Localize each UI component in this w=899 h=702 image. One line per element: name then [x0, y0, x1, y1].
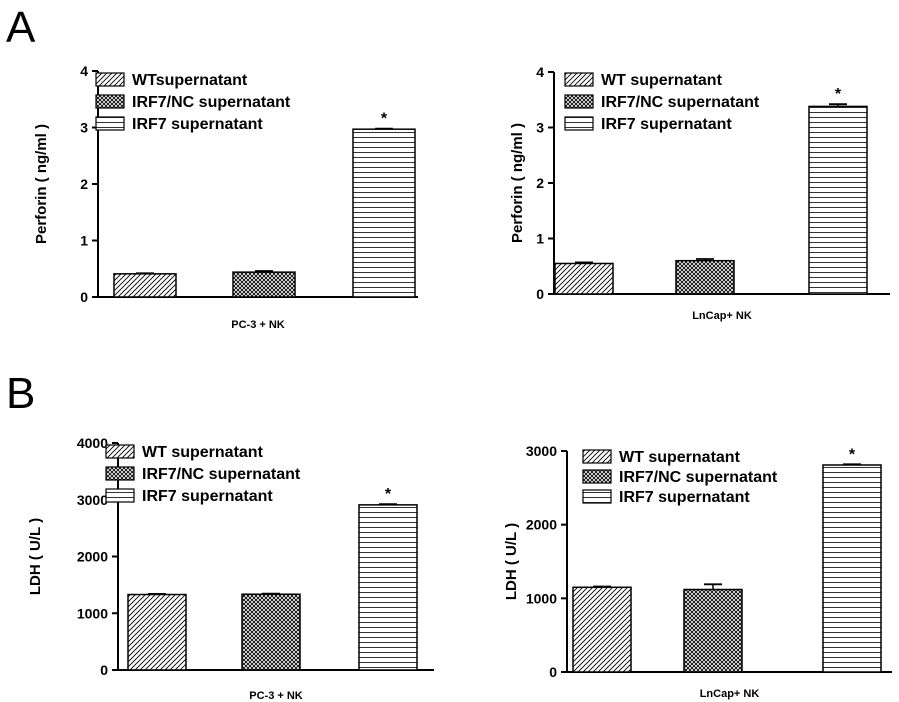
- significance-marker: *: [385, 486, 392, 503]
- legend-swatch: [582, 489, 612, 504]
- y-tick-label: 3000: [77, 492, 108, 508]
- legend-label: WT supernatant: [142, 444, 264, 461]
- bar-horizontal: [808, 105, 868, 295]
- y-tick-label: 0: [100, 662, 108, 678]
- y-axis-label: Perforin ( ng/ml ): [33, 124, 50, 244]
- bar-crosshatch: [683, 588, 743, 673]
- y-tick-label: 4: [536, 64, 544, 80]
- y-tick-label: 0: [536, 286, 544, 302]
- y-tick-label: 1000: [77, 605, 108, 621]
- y-tick-label: 2: [536, 175, 544, 191]
- legend-swatch: [95, 94, 125, 109]
- bar-diagonal: [113, 273, 177, 298]
- legend-swatch: [95, 116, 125, 131]
- legend-label: IRF7 supernatant: [619, 489, 750, 506]
- legend-swatch: [564, 116, 594, 131]
- significance-marker: *: [835, 86, 842, 103]
- bar-horizontal: [358, 504, 418, 671]
- legend-label: IRF7/NC supernatant: [601, 94, 760, 111]
- y-axis-label: LDH ( U/L ): [503, 523, 520, 600]
- legend-swatch: [564, 72, 594, 87]
- bar-diagonal: [572, 586, 632, 673]
- y-tick-label: 0: [549, 664, 557, 680]
- bar-crosshatch: [232, 271, 296, 298]
- legend-label: WT supernatant: [601, 72, 723, 89]
- y-tick-label: 1: [536, 231, 544, 247]
- y-tick-label: 4000: [77, 435, 108, 451]
- legend-label: IRF7/NC supernatant: [142, 466, 301, 483]
- chart-0: 0 1 2 3 4 Perforin ( ng/ml ) PC-3 + NK * WTsuper…: [33, 63, 418, 331]
- legend-label: IRF7/NC supernatant: [619, 469, 778, 486]
- y-tick-label: 2: [80, 176, 88, 192]
- legend-swatch: [105, 466, 135, 481]
- legend-label: IRF7/NC supernatant: [132, 94, 291, 111]
- bar-horizontal: [822, 464, 882, 673]
- y-axis-label: Perforin ( ng/ml ): [509, 123, 526, 243]
- y-tick-label: 1: [80, 233, 88, 249]
- legend-swatch: [95, 72, 125, 87]
- y-tick-label: 3: [80, 120, 88, 136]
- bar-diagonal: [127, 593, 187, 671]
- legend-swatch: [582, 449, 612, 464]
- bar-crosshatch: [241, 593, 301, 671]
- charts-container: 0 1 2 3 4 Perforin ( ng/ml ) PC-3 + NK * WTsuper…: [27, 63, 892, 702]
- y-tick-label: 2000: [526, 517, 557, 533]
- legend-label: IRF7 supernatant: [601, 116, 732, 133]
- bar-horizontal: [352, 128, 416, 298]
- chart-3: 0 1000 2000 3000 LDH ( U/L ) LnCap+ NK * WT sup…: [503, 443, 892, 700]
- y-tick-label: 4: [80, 63, 88, 79]
- chart-1: 0 1 2 3 4 Perforin ( ng/ml ) LnCap+ NK * WT supe…: [509, 64, 890, 322]
- legend-label: IRF7 supernatant: [132, 116, 263, 133]
- legend-label: IRF7 supernatant: [142, 488, 273, 505]
- panel-label-a: A: [6, 3, 36, 52]
- y-tick-label: 2000: [77, 549, 108, 565]
- x-axis-label: LnCap+ NK: [700, 688, 760, 700]
- legend-swatch: [105, 444, 135, 459]
- y-tick-label: 3000: [526, 443, 557, 459]
- x-axis-label: LnCap+ NK: [692, 310, 752, 322]
- bar-diagonal: [554, 262, 614, 295]
- legend-swatch: [582, 469, 612, 484]
- legend-swatch: [105, 488, 135, 503]
- significance-marker: *: [849, 446, 856, 463]
- x-axis-label: PC-3 + NK: [231, 319, 285, 331]
- bar-crosshatch: [675, 259, 735, 295]
- legend-swatch: [564, 94, 594, 109]
- y-tick-label: 0: [80, 289, 88, 305]
- x-axis-label: PC-3 + NK: [249, 690, 303, 702]
- legend-label: WT supernatant: [619, 449, 741, 466]
- significance-marker: *: [381, 111, 388, 128]
- y-tick-label: 1000: [526, 590, 557, 606]
- legend-label: WTsupernatant: [132, 72, 248, 89]
- y-axis-label: LDH ( U/L ): [27, 518, 44, 595]
- panel-label-b: B: [6, 369, 35, 418]
- chart-2: 0 1000 2000 3000 4000 LDH ( U/L ) PC-3 + NK * WT…: [27, 435, 434, 702]
- y-tick-label: 3: [536, 120, 544, 136]
